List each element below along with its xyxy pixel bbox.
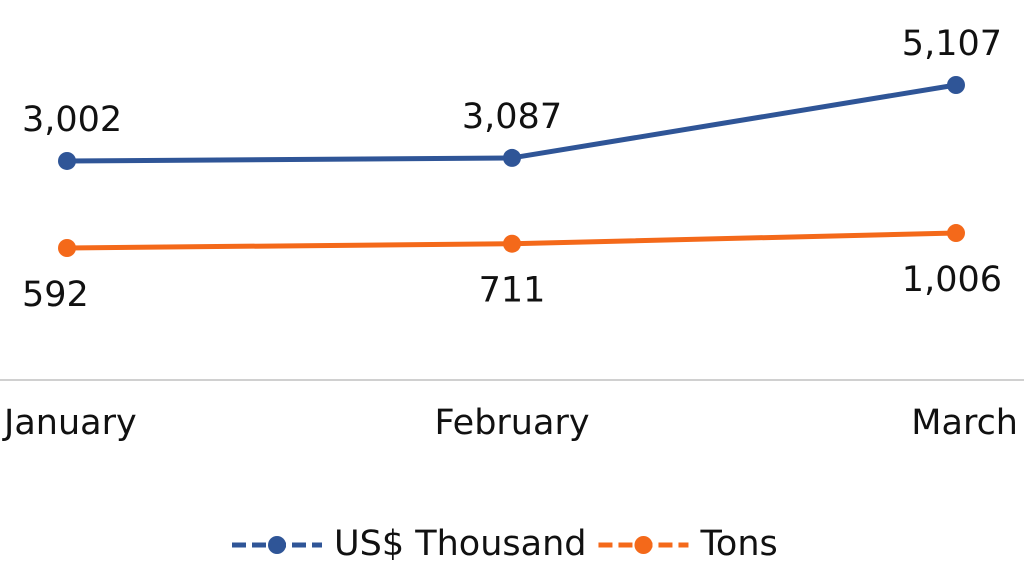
x-tick-label: March: [911, 403, 1018, 443]
data-label: 3,002: [22, 100, 122, 140]
x-tick-label: February: [434, 403, 589, 443]
data-point: [947, 224, 965, 243]
legend-marker: [634, 536, 653, 554]
data-label: 5,107: [902, 24, 1002, 64]
data-label: 1,006: [902, 260, 1002, 300]
legend-label: US$ Thousand: [334, 524, 586, 564]
data-point: [947, 76, 965, 94]
x-tick-label: January: [2, 403, 137, 443]
data-label: 711: [479, 271, 546, 311]
data-point: [503, 234, 521, 253]
data-label: 592: [22, 275, 89, 315]
data-point: [58, 151, 76, 170]
legend-marker: [268, 536, 286, 554]
legend-label: Tons: [699, 524, 777, 564]
data-point: [58, 239, 76, 257]
data-label: 3,087: [462, 97, 562, 137]
data-point: [503, 148, 521, 167]
